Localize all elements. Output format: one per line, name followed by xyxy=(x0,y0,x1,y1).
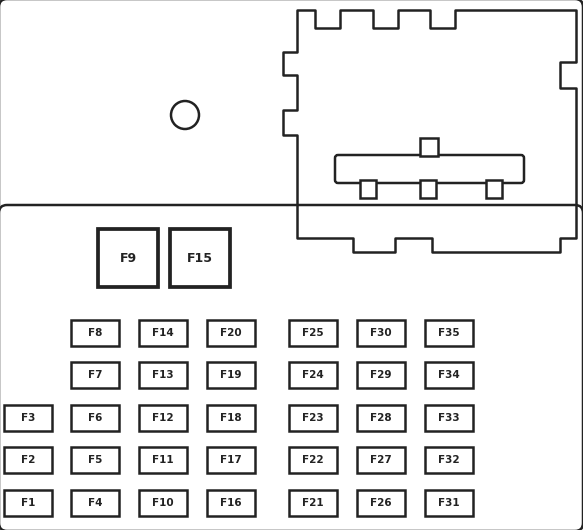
Text: F35: F35 xyxy=(438,328,460,338)
Bar xyxy=(425,405,473,431)
Bar xyxy=(71,320,119,346)
Bar xyxy=(357,362,405,388)
Text: F24: F24 xyxy=(302,370,324,380)
Text: F11: F11 xyxy=(152,455,174,465)
FancyBboxPatch shape xyxy=(0,0,583,223)
Bar xyxy=(4,405,52,431)
Bar xyxy=(207,362,255,388)
Bar xyxy=(486,180,502,198)
Bar xyxy=(71,405,119,431)
Bar xyxy=(139,447,187,473)
Bar xyxy=(4,447,52,473)
Bar xyxy=(170,229,230,287)
Text: F32: F32 xyxy=(438,455,460,465)
Text: F23: F23 xyxy=(302,413,324,423)
Text: F28: F28 xyxy=(370,413,392,423)
Bar xyxy=(4,490,52,516)
FancyBboxPatch shape xyxy=(0,205,583,530)
Text: F7: F7 xyxy=(88,370,102,380)
Bar xyxy=(420,138,438,156)
Text: F34: F34 xyxy=(438,370,460,380)
Text: F16: F16 xyxy=(220,498,242,508)
Text: F2: F2 xyxy=(21,455,35,465)
Text: F14: F14 xyxy=(152,328,174,338)
Bar xyxy=(289,405,337,431)
Text: F1: F1 xyxy=(21,498,35,508)
Text: F25: F25 xyxy=(302,328,324,338)
Bar xyxy=(207,405,255,431)
Text: F6: F6 xyxy=(88,413,102,423)
Bar xyxy=(425,362,473,388)
Bar xyxy=(425,320,473,346)
Bar xyxy=(357,447,405,473)
Bar xyxy=(71,447,119,473)
Text: F18: F18 xyxy=(220,413,242,423)
Text: F3: F3 xyxy=(21,413,35,423)
Bar xyxy=(357,405,405,431)
FancyBboxPatch shape xyxy=(335,155,524,183)
Bar xyxy=(139,490,187,516)
Bar xyxy=(289,490,337,516)
Bar xyxy=(357,490,405,516)
Bar xyxy=(360,180,376,198)
Text: F30: F30 xyxy=(370,328,392,338)
Text: F21: F21 xyxy=(302,498,324,508)
Bar xyxy=(425,490,473,516)
Text: F33: F33 xyxy=(438,413,460,423)
Text: F4: F4 xyxy=(88,498,102,508)
Bar xyxy=(71,490,119,516)
Text: F29: F29 xyxy=(370,370,392,380)
Bar xyxy=(139,362,187,388)
Bar xyxy=(420,180,436,198)
Text: F12: F12 xyxy=(152,413,174,423)
Text: F13: F13 xyxy=(152,370,174,380)
Text: F8: F8 xyxy=(88,328,102,338)
Text: F19: F19 xyxy=(220,370,242,380)
Text: F31: F31 xyxy=(438,498,460,508)
Bar xyxy=(425,447,473,473)
Bar xyxy=(207,447,255,473)
Bar xyxy=(98,229,158,287)
Bar xyxy=(139,320,187,346)
Bar xyxy=(289,447,337,473)
Text: F9: F9 xyxy=(120,252,136,264)
Bar xyxy=(289,320,337,346)
Text: F10: F10 xyxy=(152,498,174,508)
Text: F17: F17 xyxy=(220,455,242,465)
Bar xyxy=(139,405,187,431)
Bar xyxy=(357,320,405,346)
Text: F27: F27 xyxy=(370,455,392,465)
Bar xyxy=(289,362,337,388)
Text: F20: F20 xyxy=(220,328,242,338)
Bar xyxy=(207,490,255,516)
Text: F5: F5 xyxy=(88,455,102,465)
Bar xyxy=(207,320,255,346)
Bar xyxy=(71,362,119,388)
Text: F22: F22 xyxy=(302,455,324,465)
Text: F15: F15 xyxy=(187,252,213,264)
Text: F26: F26 xyxy=(370,498,392,508)
